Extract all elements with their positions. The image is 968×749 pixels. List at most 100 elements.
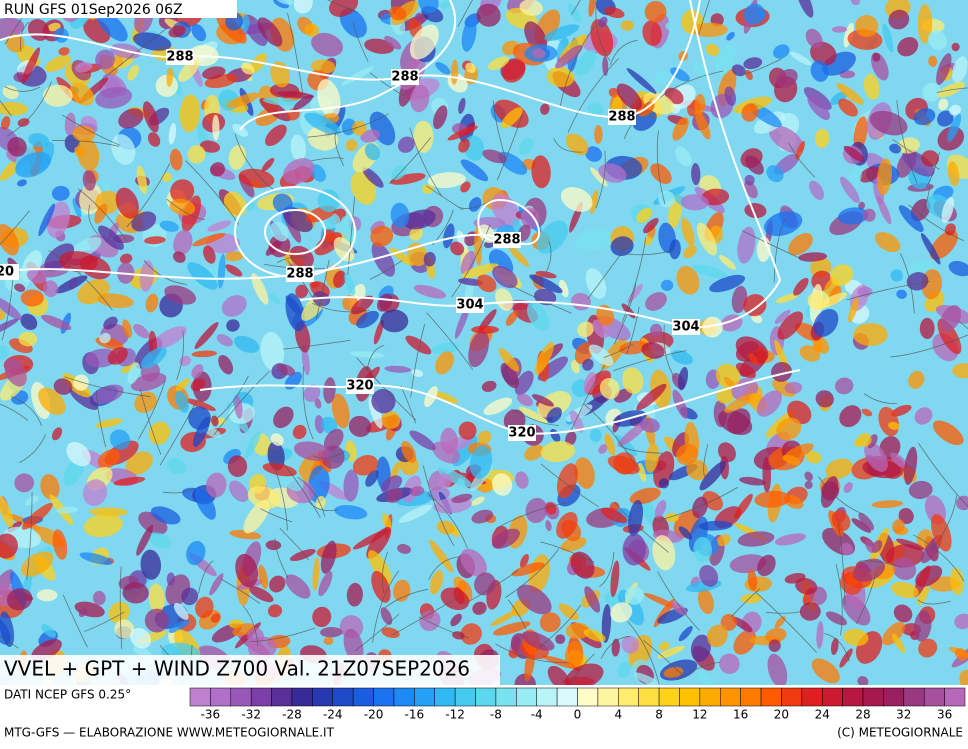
- field-blob: [419, 610, 441, 632]
- field-blob: [468, 330, 490, 368]
- field-blob: [76, 138, 100, 171]
- field-blob: [14, 283, 26, 292]
- field-blob: [269, 83, 300, 98]
- streamline: [287, 260, 316, 303]
- field-blob: [949, 104, 961, 116]
- streamline: [958, 320, 968, 330]
- field-blob: [745, 155, 764, 175]
- streamline: [427, 493, 468, 549]
- run-label: RUN GFS 01Sep2026 06Z: [4, 2, 183, 18]
- field-blob: [477, 430, 492, 445]
- field-blob: [681, 217, 695, 247]
- field-blob: [809, 180, 825, 200]
- streamline: [283, 339, 351, 350]
- streamline: [540, 463, 599, 508]
- field-blob: [73, 374, 89, 391]
- field-blob: [314, 415, 325, 434]
- streamline: [212, 375, 249, 423]
- field-blob: [676, 443, 699, 466]
- colorbar-swatch: [862, 687, 884, 707]
- field-blob: [191, 350, 218, 358]
- field-blob: [173, 229, 193, 256]
- field-blob: [733, 629, 757, 655]
- field-blob: [626, 68, 657, 94]
- streamline: [457, 200, 492, 209]
- field-blob: [118, 108, 144, 129]
- field-blob: [435, 61, 451, 75]
- field-blob: [429, 570, 444, 595]
- field-blob: [0, 533, 18, 559]
- streamline: [619, 445, 662, 454]
- field-blob: [114, 619, 135, 639]
- streamline: [464, 569, 519, 605]
- field-blob: [853, 116, 868, 151]
- field-blob: [502, 59, 526, 83]
- field-blob: [698, 520, 733, 531]
- field-blob: [516, 584, 552, 615]
- colorbar-swatch: [536, 687, 558, 707]
- colorbar-label: -36: [201, 708, 221, 722]
- field-blob: [670, 67, 690, 82]
- streamline: [19, 434, 46, 464]
- field-blob: [546, 407, 562, 424]
- colorbar-swatch: [271, 687, 293, 707]
- field-blob: [577, 321, 594, 338]
- field-blob: [390, 173, 426, 185]
- field-blob: [691, 162, 701, 186]
- streamline: [658, 487, 738, 522]
- field-blob: [380, 309, 409, 333]
- streamline: [936, 87, 968, 93]
- field-blob: [743, 57, 763, 70]
- field-blob: [508, 650, 518, 659]
- streamline: [315, 259, 330, 320]
- field-blob: [471, 509, 494, 524]
- field-blob: [258, 564, 268, 589]
- field-blob: [119, 253, 133, 264]
- field-blob: [290, 134, 306, 161]
- field-blob: [527, 302, 550, 331]
- field-blob: [96, 10, 128, 42]
- colorbar-label: -28: [282, 708, 302, 722]
- streamline: [858, 560, 903, 568]
- field-blob: [261, 157, 275, 172]
- field-blob: [103, 316, 118, 330]
- field-blob: [289, 548, 316, 562]
- streamline: [587, 247, 626, 300]
- field-blob: [134, 391, 157, 413]
- field-blob: [574, 229, 614, 251]
- streamline: [457, 0, 473, 28]
- field-blob: [262, 97, 300, 106]
- contour-label-bg: [608, 109, 636, 125]
- field-blob: [51, 185, 70, 201]
- field-blob: [672, 117, 689, 141]
- field-blob: [776, 68, 798, 89]
- field-blob: [371, 388, 396, 414]
- field-blob: [72, 198, 82, 218]
- field-blob: [0, 318, 19, 338]
- field-blob: [639, 417, 660, 433]
- field-blob: [751, 314, 763, 324]
- field-blob: [574, 457, 595, 489]
- streamline: [354, 613, 400, 652]
- streamline: [352, 22, 369, 62]
- field-blob: [570, 410, 584, 433]
- streamline: [96, 390, 107, 448]
- field-blob: [789, 51, 812, 66]
- field-blob: [928, 30, 947, 51]
- field-blob: [547, 665, 570, 685]
- colorbar-label: -4: [531, 708, 543, 722]
- field-blob: [265, 540, 282, 551]
- field-blob: [442, 223, 455, 249]
- streamline: [755, 591, 817, 653]
- streamline: [495, 502, 568, 529]
- field-blob: [774, 616, 786, 629]
- field-blob: [876, 195, 892, 225]
- field-blob: [186, 540, 206, 566]
- field-blob: [705, 43, 720, 57]
- field-blob: [520, 207, 540, 230]
- field-blob: [323, 636, 334, 645]
- field-blob: [732, 616, 753, 633]
- field-blob: [676, 265, 700, 295]
- streamline: [656, 130, 666, 205]
